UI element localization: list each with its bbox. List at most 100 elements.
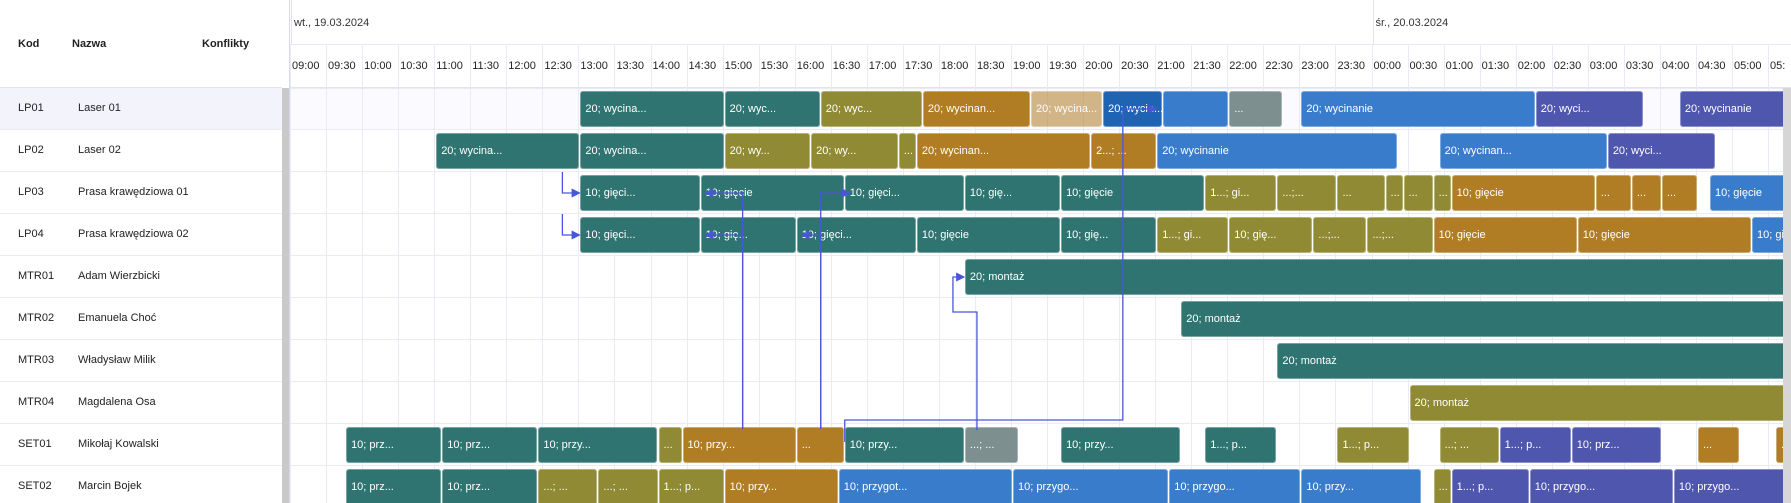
task-bar[interactable]: ...; ...	[538, 469, 598, 503]
resource-row[interactable]: LP04 Prasa krawędziowa 02	[0, 214, 282, 256]
resource-row[interactable]: LP01 Laser 01	[0, 88, 282, 130]
task-bar[interactable]: 10; prz...	[1571, 427, 1661, 463]
task-bar[interactable]: ...	[796, 427, 844, 463]
task-bar[interactable]	[1163, 91, 1229, 127]
task-bar[interactable]: 10; przy...	[844, 427, 964, 463]
task-bar[interactable]: ...	[1229, 91, 1283, 127]
resource-row[interactable]: MTR01 Adam Wierzbicki	[0, 256, 282, 298]
task-bar[interactable]: 20; wycina...	[436, 133, 580, 169]
task-bar[interactable]: 20; wy...	[811, 133, 898, 169]
resource-row[interactable]: MTR02 Emanuela Choć	[0, 298, 282, 340]
task-bar[interactable]: 10; prz...	[346, 427, 442, 463]
task-bar[interactable]: 20; wycinan...	[1439, 133, 1607, 169]
task-bar[interactable]: 10; gięcie	[1577, 217, 1752, 253]
task-bar[interactable]: 10; prz...	[442, 427, 538, 463]
task-bar[interactable]: 20; montaż	[1409, 385, 1791, 421]
resource-row[interactable]: SET01 Mikołaj Kowalski	[0, 424, 282, 466]
dependency-link[interactable]	[704, 188, 744, 429]
task-bar[interactable]: ...	[1433, 175, 1451, 211]
dependency-link[interactable]	[704, 230, 744, 429]
task-bar[interactable]: 20; wycinanie	[1157, 133, 1397, 169]
resource-row[interactable]: MTR04 Magdalena Osa	[0, 382, 282, 424]
task-bar[interactable]: 1...; gi...	[1157, 217, 1229, 253]
column-header-code[interactable]: Kod	[18, 38, 40, 50]
dependency-link[interactable]	[844, 104, 1158, 442]
resource-row[interactable]: LP03 Prasa krawędziowa 01	[0, 172, 282, 214]
task-bar[interactable]: 10; przygo...	[1013, 469, 1169, 503]
task-bar[interactable]: ...	[1631, 175, 1661, 211]
task-bar[interactable]: 20; wycinanie	[1301, 91, 1535, 127]
task-bar[interactable]: 10; gię...	[964, 175, 1061, 211]
task-bar[interactable]: 1...; gi...	[1205, 175, 1277, 211]
task-bar[interactable]: 10; gięcie	[1061, 175, 1205, 211]
task-bar[interactable]: 10; prz...	[442, 469, 538, 503]
task-bar[interactable]: ...	[1661, 175, 1697, 211]
task-bar[interactable]: ...;...	[1277, 175, 1337, 211]
task-bar[interactable]: 10; przy...	[538, 427, 658, 463]
task-bar[interactable]: 10; gięcie	[1709, 175, 1791, 211]
task-bar[interactable]: 20; wycina...	[580, 91, 724, 127]
task-bar[interactable]: ...	[1385, 175, 1403, 211]
task-bar[interactable]: 1...; p...	[1451, 469, 1529, 503]
task-bar[interactable]: 10; gię...	[1061, 217, 1157, 253]
resource-row[interactable]: MTR03 Władysław Milik	[0, 340, 282, 382]
task-bar[interactable]: ...	[898, 133, 916, 169]
column-header-name[interactable]: Nazwa	[72, 38, 107, 50]
task-bar[interactable]: 20; wycinanie	[1679, 91, 1788, 127]
task-bar[interactable]: 10; gięcie	[1451, 175, 1595, 211]
task-bar[interactable]: 20; wycina...	[580, 133, 724, 169]
task-bar[interactable]: ...	[1337, 175, 1385, 211]
task-bar[interactable]: 20; wyci...	[1607, 133, 1715, 169]
task-bar[interactable]: 10; prz...	[346, 469, 442, 503]
task-bar[interactable]: 20; montaż	[964, 259, 1791, 295]
task-bar[interactable]: 10; przy...	[1301, 469, 1421, 503]
task-bar[interactable]: 1...; p...	[1499, 427, 1571, 463]
task-bar[interactable]: 10; gię...	[1229, 217, 1313, 253]
task-bar[interactable]: ...; ...	[598, 469, 658, 503]
task-bar[interactable]: 10; przy...	[1061, 427, 1181, 463]
task-bar[interactable]: 2...; ...	[1091, 133, 1157, 169]
task-bar[interactable]: 10; gięcie	[1433, 217, 1577, 253]
task-bar[interactable]: 20; wyc...	[820, 91, 922, 127]
task-bar[interactable]: 20; wycinan...	[922, 91, 1031, 127]
task-bar[interactable]: ...	[658, 427, 682, 463]
task-bar[interactable]: 10; przy...	[724, 469, 838, 503]
task-bar[interactable]: 10; przygo...	[1169, 469, 1301, 503]
dependency-link[interactable]	[952, 272, 978, 430]
resource-row[interactable]: SET02 Marcin Bojek	[0, 466, 282, 503]
task-bar[interactable]: 10; gięcie	[916, 217, 1061, 253]
task-bar[interactable]: 10; przygo...	[1673, 469, 1791, 503]
task-bar[interactable]: 10; przygo...	[1529, 469, 1673, 503]
dependency-link[interactable]	[800, 230, 822, 429]
task-bar[interactable]: 1...; p...	[1205, 427, 1277, 463]
task-bar[interactable]: 20; montaż	[1181, 301, 1791, 337]
task-bar[interactable]: 10; gięci...	[844, 175, 964, 211]
task-bar[interactable]: ...;...	[1367, 217, 1433, 253]
task-bar[interactable]: ...	[1403, 175, 1433, 211]
task-bar[interactable]: 10; przygot...	[838, 469, 1012, 503]
task-bar[interactable]: 10; gięci...	[580, 175, 700, 211]
task-bar[interactable]: 20; montaż	[1277, 343, 1791, 379]
grid-scrollbar[interactable]	[282, 88, 289, 503]
resource-row[interactable]: LP02 Laser 02	[0, 130, 282, 172]
dependency-link[interactable]	[820, 188, 852, 429]
task-bar[interactable]: 20; wyci...	[1535, 91, 1643, 127]
column-header-conflicts[interactable]: Konflikty	[202, 38, 250, 50]
task-bar[interactable]: ...	[1595, 175, 1631, 211]
task-bar[interactable]: ...; ...	[964, 427, 1018, 463]
task-bar[interactable]: 20; wycina...	[1031, 91, 1103, 127]
task-bar[interactable]: 20; wycinan...	[916, 133, 1091, 169]
dependency-link[interactable]	[561, 214, 581, 240]
task-bar[interactable]: 20; wy...	[724, 133, 811, 169]
task-bar[interactable]: 10; przy...	[682, 427, 796, 463]
dependency-link[interactable]	[561, 172, 581, 198]
task-bar[interactable]: 1...; p...	[1337, 427, 1409, 463]
task-bar[interactable]: ...;...	[1313, 217, 1367, 253]
task-bar[interactable]: 1...; p...	[658, 469, 724, 503]
task-bar[interactable]: ...	[1433, 469, 1451, 503]
task-bar[interactable]: 10; gięci...	[580, 217, 700, 253]
task-bar[interactable]: ...	[1697, 427, 1739, 463]
timeline-scrollbar[interactable]	[1783, 88, 1791, 503]
task-bar[interactable]: ...; ...	[1439, 427, 1499, 463]
task-bar[interactable]: 20; wyc...	[724, 91, 820, 127]
